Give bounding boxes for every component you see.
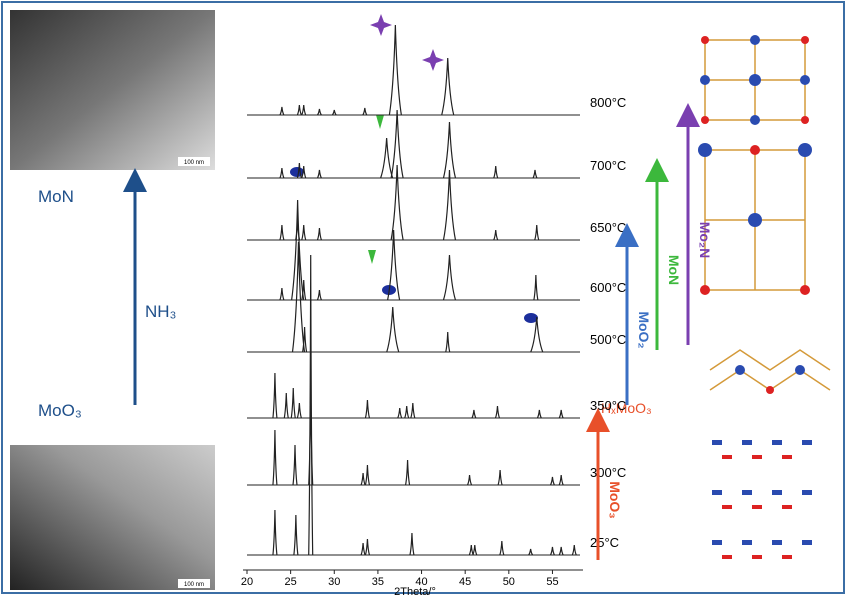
peak: [559, 475, 563, 485]
peak: [443, 255, 455, 300]
peak: [317, 109, 321, 115]
peak: [361, 473, 365, 485]
peak: [273, 510, 277, 555]
peak: [294, 515, 298, 555]
peak: [559, 410, 563, 418]
series-label: 350°C: [590, 398, 626, 413]
peak: [500, 541, 504, 555]
tem-image-top: [10, 10, 215, 170]
peak-marker: [422, 49, 444, 71]
x-axis-label: 2Theta/°: [394, 586, 436, 595]
peak: [391, 165, 403, 240]
x-tick-label: 45: [459, 576, 471, 588]
peak: [365, 400, 369, 418]
crystal-structure: [705, 40, 830, 390]
peak: [280, 288, 284, 300]
peak: [406, 460, 410, 485]
phase-label: MoN: [666, 255, 682, 285]
peak-marker: [370, 14, 392, 36]
peak: [297, 403, 301, 418]
peak: [297, 105, 301, 115]
series-label: 25°C: [590, 535, 619, 550]
peak: [302, 225, 306, 240]
peak: [317, 290, 321, 300]
peak-marker: [376, 115, 384, 129]
peak: [529, 549, 533, 555]
peak: [293, 445, 297, 485]
peak: [443, 122, 455, 178]
peak: [559, 547, 563, 555]
figure: 100 nm 100 nm MoN NH₃ MoO₃ HₓMoO₃ 202530…: [0, 0, 846, 595]
peak: [291, 388, 295, 418]
product-label: MoN: [38, 187, 74, 206]
peak: [494, 230, 498, 240]
peak: [498, 470, 502, 485]
peak: [284, 393, 288, 418]
peak: [280, 168, 284, 178]
x-tick-label: 35: [372, 576, 384, 588]
peak: [273, 373, 277, 418]
peak: [443, 170, 455, 240]
peak: [442, 58, 454, 115]
x-tick-label: 30: [328, 576, 340, 588]
peak: [273, 430, 277, 485]
phase-label: MoO₂: [636, 311, 652, 348]
scale-bar-label: 100 nm: [184, 582, 204, 588]
peak: [550, 547, 554, 555]
x-tick-label: 50: [503, 576, 515, 588]
peak: [473, 545, 477, 555]
peak: [317, 170, 321, 178]
peak: [398, 408, 402, 418]
precursor-label: MoO₃: [38, 401, 82, 420]
phase-label: MoO₃: [607, 481, 623, 519]
peak: [411, 403, 415, 418]
peak: [381, 138, 393, 178]
peak: [410, 533, 414, 555]
peak: [537, 410, 541, 418]
peak: [469, 545, 473, 555]
peak: [280, 107, 284, 115]
x-tick-label: 20: [241, 576, 253, 588]
peak: [494, 166, 498, 178]
peak: [572, 545, 576, 555]
peak: [363, 108, 367, 115]
peak: [302, 105, 306, 115]
series-label: 300°C: [590, 465, 626, 480]
peak: [365, 539, 369, 555]
x-tick-label: 25: [285, 576, 297, 588]
peak: [387, 307, 399, 352]
peak: [389, 25, 401, 115]
tem-image-bottom: [10, 445, 215, 590]
peak: [495, 406, 499, 418]
peak: [535, 225, 539, 240]
peak: [472, 410, 476, 418]
series-label: 500°C: [590, 332, 626, 347]
peak: [332, 110, 336, 115]
peak-marker: [368, 250, 376, 264]
peak: [361, 543, 365, 555]
peak: [365, 465, 369, 485]
peak: [550, 477, 554, 485]
x-tick-label: 55: [546, 576, 558, 588]
series-label: 600°C: [590, 280, 626, 295]
peak: [468, 475, 472, 485]
series-label: 700°C: [590, 158, 626, 173]
peak: [405, 406, 409, 418]
peak: [446, 332, 450, 352]
reagent-label: NH₃: [145, 302, 176, 321]
series-label: 800°C: [590, 95, 626, 110]
peak: [534, 275, 538, 300]
series-label: 650°C: [590, 220, 626, 235]
phase-label: Mo₂N: [697, 222, 713, 259]
peak: [533, 170, 537, 178]
peak: [280, 225, 284, 240]
scale-bar-label: 100 nm: [184, 160, 204, 166]
peak: [317, 228, 321, 240]
